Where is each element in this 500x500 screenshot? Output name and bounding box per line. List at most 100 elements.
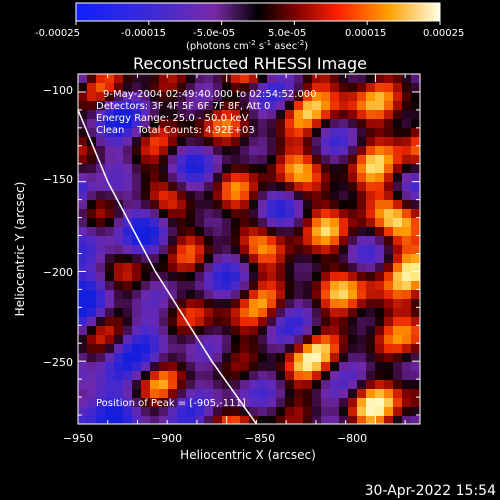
- heatmap-cell: [195, 137, 205, 147]
- heatmap-cell: [195, 245, 205, 255]
- y-tick-label-3: −250: [43, 356, 73, 369]
- heatmap-cell: [222, 119, 232, 129]
- heatmap-cell: [132, 74, 142, 84]
- heatmap-cell: [330, 317, 340, 327]
- heatmap-cell: [78, 74, 88, 84]
- heatmap-cell: [285, 182, 295, 192]
- heatmap-cell: [285, 164, 295, 174]
- heatmap-cell: [204, 380, 214, 390]
- heatmap-cell: [348, 380, 358, 390]
- heatmap-cell: [348, 182, 358, 192]
- heatmap-cell: [141, 164, 151, 174]
- heatmap-cell: [339, 326, 349, 336]
- heatmap-cell: [267, 245, 277, 255]
- heatmap-cell: [339, 173, 349, 183]
- heatmap-cell: [213, 83, 223, 93]
- heatmap-cell: [87, 353, 97, 363]
- heatmap-cell: [78, 209, 88, 219]
- heatmap-cell: [357, 164, 367, 174]
- heatmap-cell: [123, 317, 133, 327]
- heatmap-cell: [87, 308, 97, 318]
- heatmap-cell: [303, 308, 313, 318]
- heatmap-cell: [285, 191, 295, 201]
- heatmap-cell: [78, 398, 88, 408]
- heatmap-cell: [294, 119, 304, 129]
- heatmap-cell: [276, 272, 286, 282]
- heatmap-cell: [132, 119, 142, 129]
- colorbar-tick-label-1: -0.00015: [121, 28, 166, 39]
- heatmap-cell: [330, 209, 340, 219]
- heatmap-cell: [411, 92, 420, 102]
- heatmap-cell: [186, 290, 196, 300]
- heatmap-cell: [276, 371, 286, 381]
- heatmap-cell: [231, 272, 241, 282]
- heatmap-cell: [303, 416, 313, 424]
- heatmap-cell: [339, 362, 349, 372]
- heatmap-cell: [150, 299, 160, 309]
- heatmap-cell: [195, 236, 205, 246]
- heatmap-cell: [339, 344, 349, 354]
- heatmap-cell: [357, 380, 367, 390]
- heatmap-cell: [294, 245, 304, 255]
- heatmap-cell: [114, 200, 124, 210]
- heatmap-cell: [312, 173, 322, 183]
- heatmap-cell: [195, 254, 205, 264]
- heatmap-cell: [204, 164, 214, 174]
- heatmap-cell: [393, 173, 403, 183]
- heatmap-cell: [177, 335, 187, 345]
- heatmap-cell: [267, 227, 277, 237]
- heatmap-cell: [78, 380, 88, 390]
- heatmap-cell: [249, 218, 259, 228]
- heatmap-cell: [312, 146, 322, 156]
- heatmap-cell: [132, 353, 142, 363]
- heatmap-cell: [276, 200, 286, 210]
- heatmap-cell: [357, 200, 367, 210]
- heatmap-cell: [402, 128, 412, 138]
- heatmap-cell: [330, 281, 340, 291]
- heatmap-cell: [186, 200, 196, 210]
- heatmap-cell: [348, 326, 358, 336]
- heatmap-cell: [150, 245, 160, 255]
- heatmap-cell: [348, 335, 358, 345]
- heatmap-cell: [366, 299, 376, 309]
- heatmap-cell: [78, 335, 88, 345]
- heatmap-cell: [114, 191, 124, 201]
- heatmap-cell: [222, 101, 232, 111]
- heatmap-cell: [204, 128, 214, 138]
- heatmap-cell: [177, 92, 187, 102]
- heatmap-cell: [204, 353, 214, 363]
- heatmap-cell: [348, 416, 358, 424]
- heatmap-cell: [411, 74, 420, 84]
- heatmap-cell: [366, 128, 376, 138]
- heatmap-cell: [285, 119, 295, 129]
- heatmap-cell: [195, 308, 205, 318]
- heatmap-cell: [240, 92, 250, 102]
- heatmap-cell: [204, 326, 214, 336]
- heatmap-cell: [141, 182, 151, 192]
- heatmap-cell: [402, 389, 412, 399]
- heatmap-cell: [366, 137, 376, 147]
- heatmap-cell: [96, 83, 106, 93]
- heatmap-cell: [105, 227, 115, 237]
- heatmap-cell: [393, 335, 403, 345]
- heatmap-cell: [222, 362, 232, 372]
- heatmap-cell: [114, 164, 124, 174]
- heatmap-cell: [186, 227, 196, 237]
- heatmap-cell: [150, 362, 160, 372]
- heatmap-cell: [240, 227, 250, 237]
- heatmap-cell: [339, 209, 349, 219]
- heatmap-cell: [222, 272, 232, 282]
- heatmap-cell: [222, 128, 232, 138]
- heatmap-cell: [357, 245, 367, 255]
- heatmap-cell: [393, 101, 403, 111]
- heatmap-cell: [411, 200, 420, 210]
- heatmap-cell: [159, 254, 169, 264]
- heatmap-cell: [222, 398, 232, 408]
- axis-ticks: [77, 73, 420, 424]
- heatmap-cell: [114, 326, 124, 336]
- heatmap-cell: [240, 236, 250, 246]
- heatmap-cell: [303, 335, 313, 345]
- heatmap-cell: [78, 236, 88, 246]
- heatmap-cell: [240, 191, 250, 201]
- heatmap-cell: [393, 218, 403, 228]
